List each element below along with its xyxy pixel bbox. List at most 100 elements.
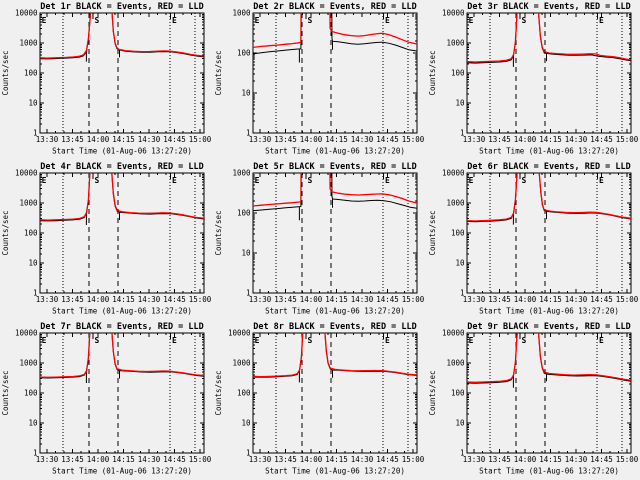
y-tick-label: 1000 bbox=[233, 9, 252, 18]
y-tick-label: 100 bbox=[237, 389, 251, 398]
y-tick-label: 1000 bbox=[446, 39, 465, 48]
y-ticks bbox=[253, 12, 418, 134]
y-ticks bbox=[466, 172, 631, 294]
y-tick-label: 1000 bbox=[233, 169, 252, 178]
x-tick-label: 15:00 bbox=[189, 455, 212, 464]
series-group bbox=[253, 333, 418, 383]
flag-label: S bbox=[308, 176, 313, 185]
x-tick-label: 13:45 bbox=[275, 455, 298, 464]
series-group bbox=[466, 173, 631, 225]
flag-label: E bbox=[255, 176, 260, 185]
y-tick-label: 10 bbox=[28, 419, 38, 428]
y-tick-label: 10 bbox=[242, 249, 252, 258]
x-tick-label: 15:00 bbox=[615, 135, 638, 144]
x-tick-label: 13:45 bbox=[61, 135, 84, 144]
y-tick-label: 10 bbox=[242, 419, 252, 428]
y-tick-label: 10000 bbox=[15, 169, 38, 178]
subplot-det-9r: Det 9r BLACK = Events, RED = LLD Counts/s… bbox=[427, 320, 640, 480]
x-tick-label: 15:00 bbox=[615, 455, 638, 464]
flag-label: E bbox=[172, 336, 177, 345]
flag-label: E bbox=[255, 336, 260, 345]
y-tick-label: 10000 bbox=[442, 329, 465, 338]
flag-label: E bbox=[385, 336, 390, 345]
plot-svg: Det 6r BLACK = Events, RED = LLD Counts/s… bbox=[428, 162, 639, 315]
flag-label: E bbox=[172, 16, 177, 25]
events-line bbox=[466, 13, 631, 67]
x-tick-label: 14:00 bbox=[513, 455, 536, 464]
y-tick-label: 10 bbox=[455, 419, 465, 428]
flag-label: S bbox=[521, 336, 526, 345]
subplot-det-6r: Det 6r BLACK = Events, RED = LLD Counts/s… bbox=[427, 160, 640, 320]
plot-title: Det 4r BLACK = Events, RED = LLD bbox=[40, 162, 203, 172]
y-axis-label: Counts/sec bbox=[1, 50, 10, 95]
plot-svg: Det 3r BLACK = Events, RED = LLD Counts/s… bbox=[428, 2, 639, 155]
subplot-det-4r: Det 4r BLACK = Events, RED = LLD Counts/s… bbox=[0, 160, 213, 320]
x-tick-label: 15:00 bbox=[615, 295, 638, 304]
x-tick-label: 14:00 bbox=[300, 295, 323, 304]
plot-svg: Det 4r BLACK = Events, RED = LLD Counts/s… bbox=[1, 162, 212, 315]
x-axis-label: Start Time (01-Aug-06 13:27:20) bbox=[52, 146, 192, 155]
x-tick-label: 13:45 bbox=[61, 455, 84, 464]
flag-label: E bbox=[42, 16, 47, 25]
y-tick-label: 10 bbox=[455, 99, 465, 108]
subplot-det-5r: Det 5r BLACK = Events, RED = LLD Counts/s… bbox=[213, 160, 426, 320]
x-tick-label: 13:30 bbox=[36, 295, 59, 304]
x-tick-label: 14:00 bbox=[87, 455, 110, 464]
x-tick-label: 14:15 bbox=[326, 455, 349, 464]
x-tick-label: 13:45 bbox=[488, 295, 511, 304]
x-tick-label: 14:45 bbox=[163, 295, 186, 304]
x-axis-label: Start Time (01-Aug-06 13:27:20) bbox=[265, 466, 405, 475]
x-ticks bbox=[473, 13, 628, 133]
x-axis-label: Start Time (01-Aug-06 13:27:20) bbox=[479, 466, 619, 475]
x-tick-label: 15:00 bbox=[189, 135, 212, 144]
x-tick-label: 14:30 bbox=[138, 295, 161, 304]
y-tick-label: 1 bbox=[246, 449, 251, 458]
x-tick-label: 14:15 bbox=[326, 295, 349, 304]
y-ticks bbox=[253, 332, 418, 454]
x-tick-label: 13:30 bbox=[462, 135, 485, 144]
plot-svg: Det 2r BLACK = Events, RED = LLD Counts/s… bbox=[214, 2, 425, 155]
series-group bbox=[39, 173, 204, 226]
x-tick-label: 14:45 bbox=[163, 135, 186, 144]
x-tick-label: 15:00 bbox=[402, 135, 425, 144]
x-tick-label: 14:45 bbox=[377, 455, 400, 464]
x-tick-label: 14:30 bbox=[564, 455, 587, 464]
x-ticks bbox=[46, 333, 201, 453]
lld-line bbox=[466, 333, 631, 383]
x-tick-label: 13:45 bbox=[488, 455, 511, 464]
x-tick-label: 14:15 bbox=[539, 295, 562, 304]
y-tick-label: 100 bbox=[237, 49, 251, 58]
plot-frame bbox=[466, 12, 632, 134]
axes bbox=[252, 172, 418, 294]
y-tick-label: 1 bbox=[460, 449, 465, 458]
flag-label: E bbox=[468, 176, 473, 185]
x-axis-label: Start Time (01-Aug-06 13:27:20) bbox=[52, 466, 192, 475]
series-group bbox=[253, 13, 418, 63]
x-tick-label: 13:30 bbox=[36, 455, 59, 464]
x-tick-label: 14:30 bbox=[351, 135, 374, 144]
x-tick-label: 14:30 bbox=[138, 455, 161, 464]
series-group bbox=[466, 333, 631, 388]
flag-label: S bbox=[521, 16, 526, 25]
plot-svg: Det 9r BLACK = Events, RED = LLD Counts/s… bbox=[428, 322, 639, 475]
plot-frame bbox=[252, 12, 418, 134]
y-tick-label: 1 bbox=[460, 129, 465, 138]
y-axis-label: Counts/sec bbox=[428, 370, 437, 415]
y-axis-label: Counts/sec bbox=[1, 210, 10, 255]
x-tick-label: 13:45 bbox=[275, 135, 298, 144]
plot-svg: Det 5r BLACK = Events, RED = LLD Counts/s… bbox=[214, 162, 425, 315]
series-group bbox=[253, 173, 418, 221]
subplot-det-8r: Det 8r BLACK = Events, RED = LLD Counts/s… bbox=[213, 320, 426, 480]
subplot-det-3r: Det 3r BLACK = Events, RED = LLD Counts/s… bbox=[427, 0, 640, 160]
y-tick-label: 1000 bbox=[446, 359, 465, 368]
y-ticks bbox=[39, 12, 204, 134]
y-tick-label: 100 bbox=[24, 229, 38, 238]
axes bbox=[252, 332, 418, 454]
x-tick-label: 14:15 bbox=[539, 455, 562, 464]
x-tick-label: 14:00 bbox=[300, 455, 323, 464]
y-tick-label: 1000 bbox=[446, 199, 465, 208]
x-ticks bbox=[473, 173, 628, 293]
x-tick-label: 14:15 bbox=[112, 135, 135, 144]
axes bbox=[39, 172, 205, 294]
